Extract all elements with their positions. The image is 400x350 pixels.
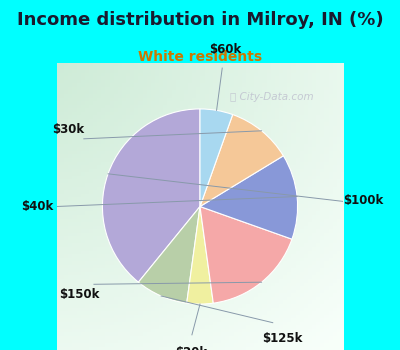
Text: $125k: $125k: [262, 332, 303, 345]
Text: $60k: $60k: [209, 43, 241, 56]
Text: $40k: $40k: [21, 200, 53, 213]
Text: White residents: White residents: [138, 50, 262, 64]
Wedge shape: [200, 156, 298, 239]
Text: $20k: $20k: [175, 346, 207, 350]
Wedge shape: [138, 206, 200, 303]
Wedge shape: [200, 109, 233, 206]
Text: ⓘ City-Data.com: ⓘ City-Data.com: [230, 92, 314, 103]
Text: $30k: $30k: [52, 123, 84, 136]
Text: $150k: $150k: [59, 288, 100, 301]
Wedge shape: [200, 206, 292, 303]
Text: $100k: $100k: [343, 194, 383, 207]
Wedge shape: [102, 109, 200, 282]
Text: Income distribution in Milroy, IN (%): Income distribution in Milroy, IN (%): [17, 10, 383, 29]
Wedge shape: [200, 114, 283, 206]
Wedge shape: [187, 206, 213, 304]
